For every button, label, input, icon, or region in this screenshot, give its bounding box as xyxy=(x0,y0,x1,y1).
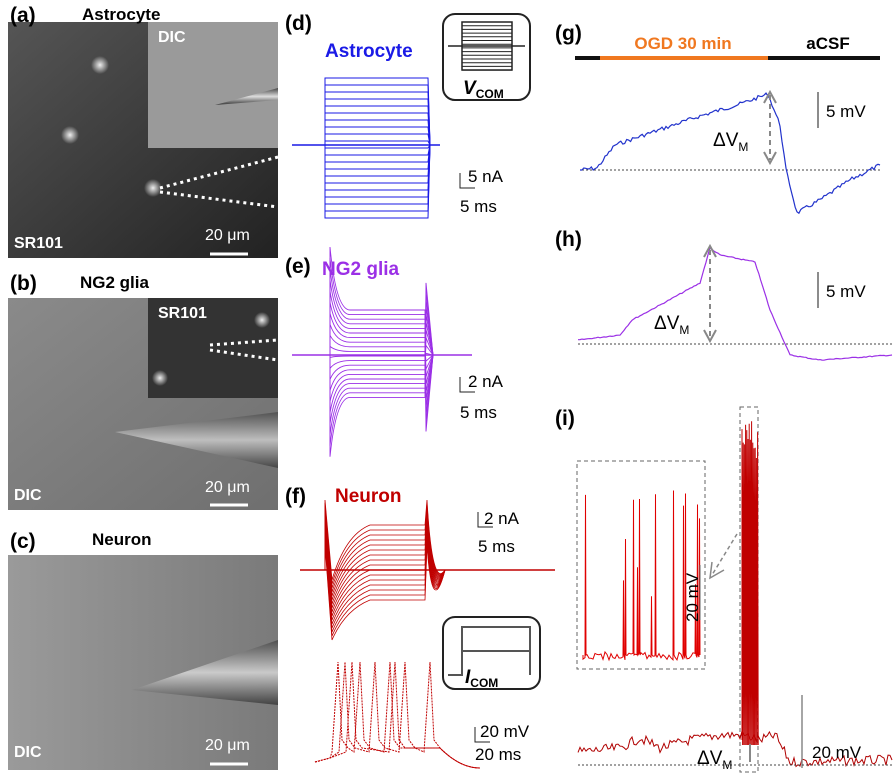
trace xyxy=(330,280,433,408)
panel-title: NG2 glia xyxy=(80,273,150,292)
trace xyxy=(330,338,433,380)
trace xyxy=(325,145,430,176)
delta-subscript: M xyxy=(679,323,689,337)
panel-label: (h) xyxy=(555,228,582,251)
scale-label: 20 mV xyxy=(683,572,702,622)
image-label: DIC xyxy=(14,744,42,761)
cell xyxy=(254,312,270,328)
scale-label: 5 nA xyxy=(468,167,504,186)
scale-label: 20 ms xyxy=(475,745,521,764)
panel-label: (i) xyxy=(555,407,575,430)
trace xyxy=(325,145,430,197)
trace xyxy=(325,78,430,145)
traces-astrocyte xyxy=(292,78,440,218)
panel-label: (g) xyxy=(555,22,582,45)
panel-label: (b) xyxy=(10,272,37,295)
panel-title: Neuron xyxy=(92,530,152,549)
trace xyxy=(330,346,433,361)
cell xyxy=(152,370,168,386)
panel-label: (a) xyxy=(10,4,36,27)
inset-label: SR101 xyxy=(158,305,207,322)
delta-symbol: ΔV xyxy=(713,130,739,151)
zoom-arrow xyxy=(712,534,737,575)
scale-label: 5 ms xyxy=(460,197,497,216)
scale-label: 20 μm xyxy=(205,479,250,496)
panel-label: (e) xyxy=(285,255,311,278)
cell xyxy=(91,56,109,74)
panel-title: Neuron xyxy=(335,486,402,507)
delta-label: ΔVM xyxy=(713,130,748,154)
scale-label: 5 mV xyxy=(826,102,866,121)
command-subscript: COM xyxy=(470,676,498,690)
scale-label: 5 mV xyxy=(826,282,866,301)
inset-label: DIC xyxy=(158,29,186,46)
trace-ng2 xyxy=(578,248,892,360)
trace xyxy=(330,335,433,369)
delta-subscript: M xyxy=(722,758,732,772)
scale-label: 20 μm xyxy=(205,227,250,244)
trace xyxy=(325,106,430,145)
scale-label: 20 mV xyxy=(812,743,862,762)
delta-symbol: ΔV xyxy=(654,313,680,334)
trace xyxy=(325,145,430,183)
trace xyxy=(325,145,430,204)
cell xyxy=(61,126,79,144)
trace-neuron-ogd xyxy=(578,421,892,766)
trace xyxy=(325,545,445,640)
panel-title: NG2 glia xyxy=(322,259,400,280)
trace xyxy=(330,291,433,446)
cell xyxy=(144,179,162,197)
trace xyxy=(325,145,430,169)
delta-label: ΔVM xyxy=(654,313,689,337)
trace xyxy=(325,134,430,145)
panel-title: Astrocyte xyxy=(82,5,160,24)
image-label: SR101 xyxy=(14,235,63,252)
trace xyxy=(325,85,430,145)
trace xyxy=(325,145,430,218)
delta-subscript: M xyxy=(738,140,748,154)
panel-label: (d) xyxy=(285,12,312,35)
command-subscript: COM xyxy=(476,87,504,101)
trace xyxy=(325,127,430,145)
wash-label: aCSF xyxy=(806,34,849,53)
scale-label: 5 ms xyxy=(460,403,497,422)
scale-label: 5 ms xyxy=(478,537,515,556)
trace xyxy=(325,113,430,145)
trace xyxy=(325,92,430,145)
scale-label: 20 μm xyxy=(205,737,250,754)
image-label: DIC xyxy=(14,487,42,504)
panel-title: Astrocyte xyxy=(325,41,413,62)
delta-symbol: ΔV xyxy=(697,748,723,769)
arrowhead xyxy=(710,562,724,578)
panel-label: (f) xyxy=(285,485,306,508)
treatment-label: OGD 30 min xyxy=(634,34,731,53)
burst xyxy=(742,421,758,745)
trace xyxy=(325,145,430,155)
scale-label: 20 mV xyxy=(480,722,530,741)
delta-label: ΔVM xyxy=(697,748,732,772)
scale-label: 2 nA xyxy=(484,509,520,528)
figure: (a) Astrocyte DIC SR101 20 μm (b) NG2 gl… xyxy=(0,0,894,773)
panel-label: (c) xyxy=(10,530,36,553)
scale-label: 2 nA xyxy=(468,372,504,391)
